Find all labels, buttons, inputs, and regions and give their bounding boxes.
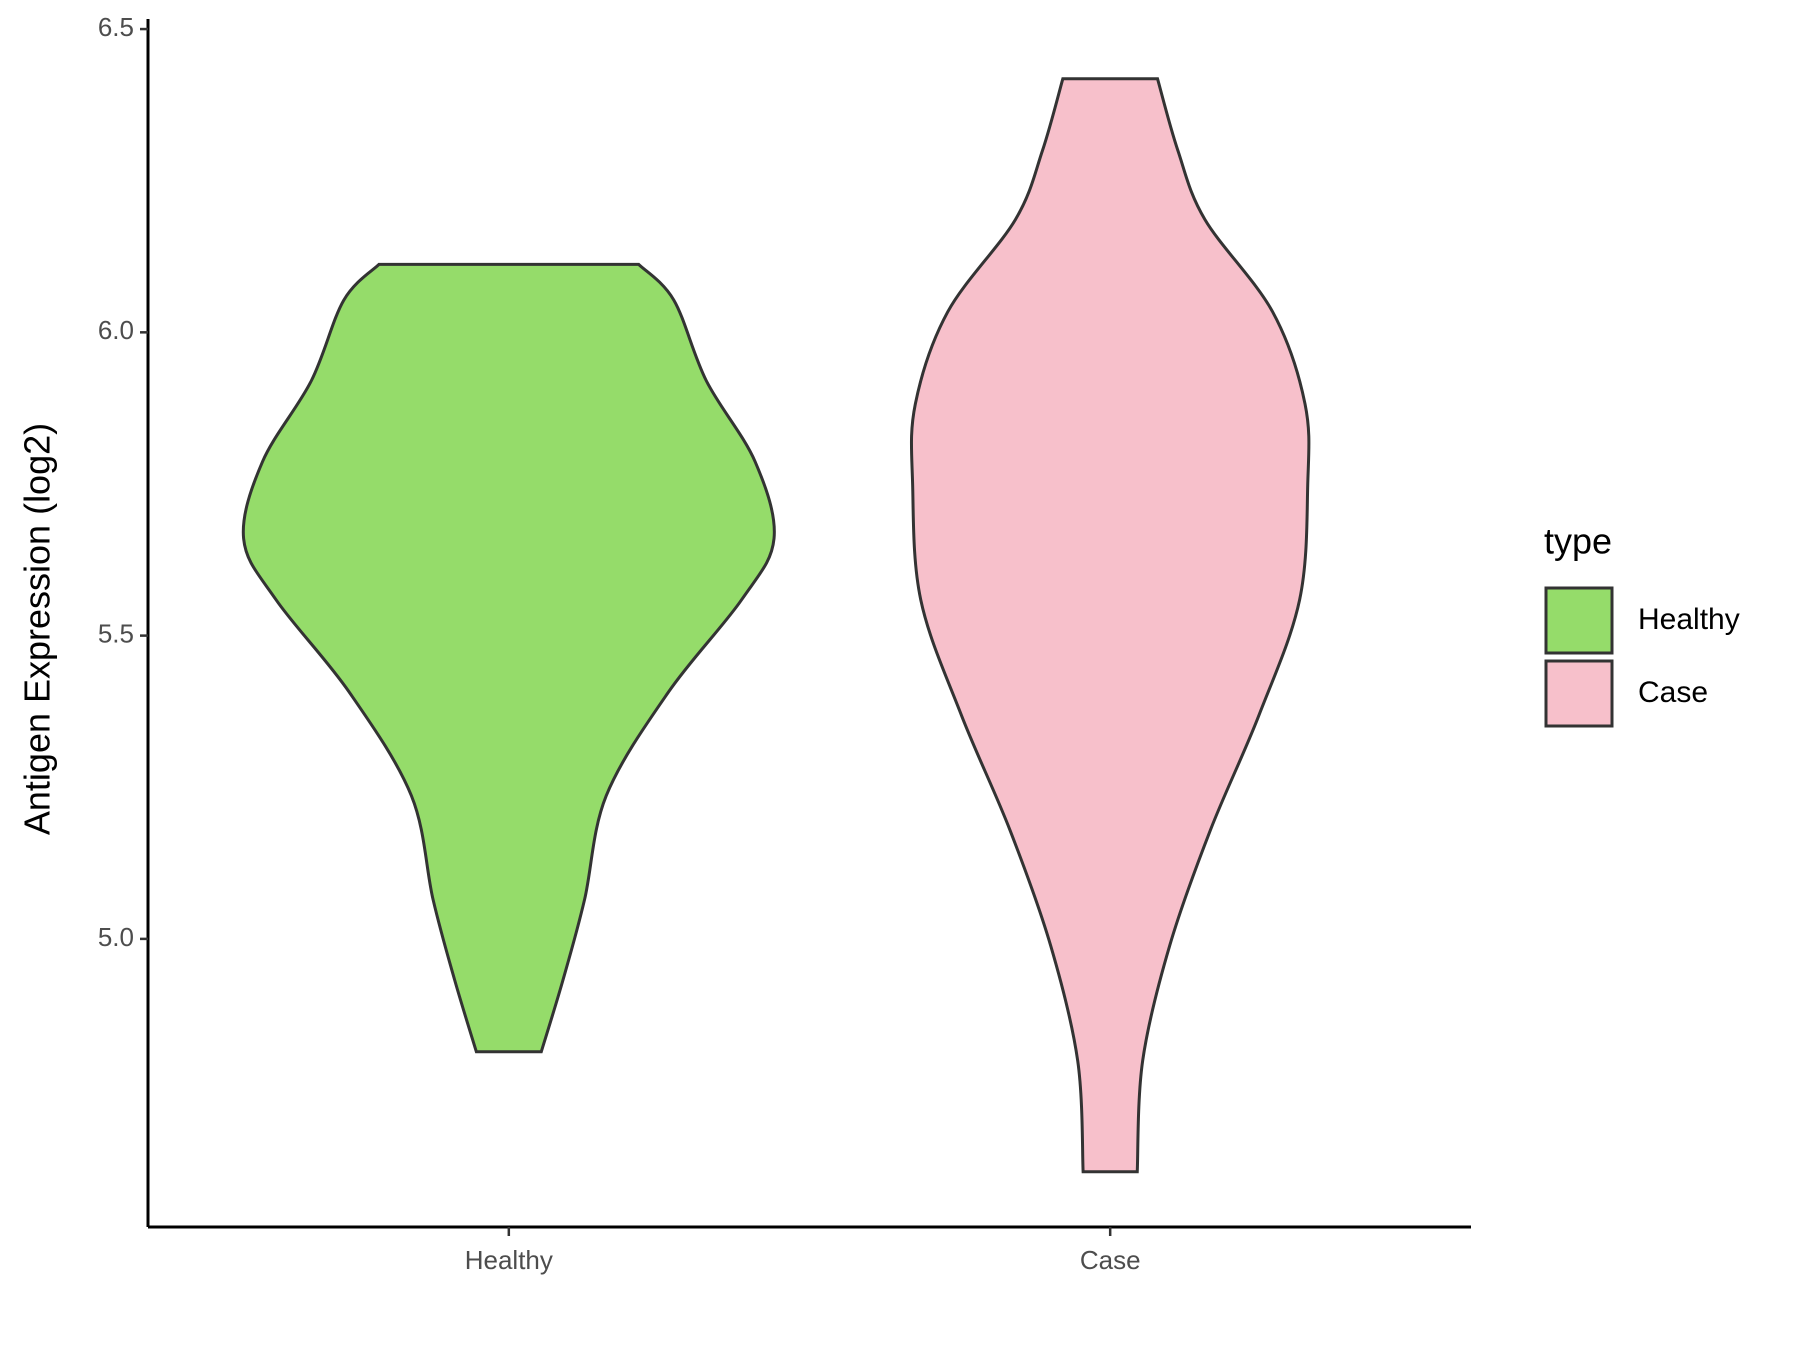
legend-key xyxy=(1544,659,1614,728)
legend-title: type xyxy=(1544,521,1612,562)
y-tick-label: 6.0 xyxy=(98,315,134,345)
violin xyxy=(241,262,776,1054)
y-axis-title: Antigen Expression (log2) xyxy=(17,423,58,835)
x-tick-label: Healthy xyxy=(465,1245,553,1275)
legend-label: Case xyxy=(1638,676,1708,709)
y-tick-label: 5.5 xyxy=(98,618,134,648)
violin xyxy=(909,77,1311,1174)
x-tick-label: Case xyxy=(1080,1245,1141,1275)
y-tick-label: 5.0 xyxy=(98,922,134,952)
y-tick-label: 6.5 xyxy=(98,12,134,42)
legend-label: Healthy xyxy=(1638,603,1740,636)
legend-key xyxy=(1544,586,1614,655)
